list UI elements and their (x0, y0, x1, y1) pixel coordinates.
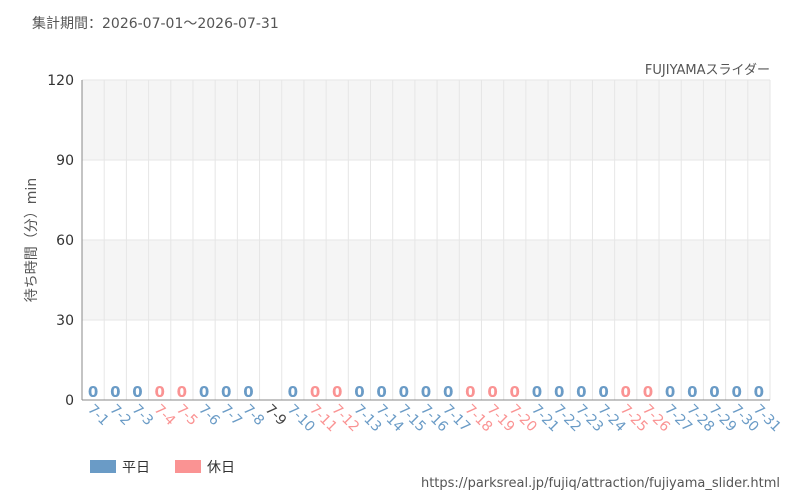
data-label: 0 (510, 383, 520, 401)
data-label: 0 (687, 383, 697, 401)
data-label: 0 (709, 383, 719, 401)
source-url: https://parksreal.jp/fujiq/attraction/fu… (421, 476, 780, 491)
data-label: 0 (621, 383, 631, 401)
data-label: 0 (754, 383, 764, 401)
data-label: 0 (554, 383, 564, 401)
x-tick-label: 7-3 (129, 402, 156, 429)
data-label: 0 (532, 383, 542, 401)
data-label: 0 (487, 383, 497, 401)
chart-subtitle: FUJIYAMAスライダー (645, 63, 770, 78)
x-tick-label: 7-7 (217, 402, 244, 429)
y-tick-label: 120 (47, 73, 74, 89)
x-tick-label: 7-5 (173, 402, 200, 429)
x-tick-label: 7-8 (240, 402, 267, 429)
data-label: 0 (221, 383, 231, 401)
chart-title: 集計期間：2026-07-01〜2026-07-31 (32, 15, 279, 32)
data-label: 0 (110, 383, 120, 401)
data-label: 0 (243, 383, 253, 401)
data-label: 0 (731, 383, 741, 401)
data-label: 0 (332, 383, 342, 401)
y-tick-label: 90 (56, 153, 74, 169)
data-label: 0 (177, 383, 187, 401)
data-label: 0 (399, 383, 409, 401)
legend-swatch (90, 460, 116, 473)
data-label: 0 (421, 383, 431, 401)
data-label: 0 (465, 383, 475, 401)
data-label: 0 (199, 383, 209, 401)
y-axis-label: 待ち時間（分）min (24, 178, 40, 302)
legend-label: 休日 (207, 460, 235, 476)
data-label: 0 (665, 383, 675, 401)
data-label: 0 (598, 383, 608, 401)
data-label: 0 (132, 383, 142, 401)
data-label: 0 (376, 383, 386, 401)
data-label: 0 (310, 383, 320, 401)
data-label: 0 (443, 383, 453, 401)
x-tick-label: 7-2 (106, 402, 133, 429)
y-tick-label: 0 (65, 393, 74, 409)
legend-label: 平日 (122, 460, 150, 476)
x-tick-label: 7-6 (195, 402, 223, 430)
data-label: 0 (154, 383, 164, 401)
grid-band (82, 240, 770, 320)
data-label: 0 (88, 383, 98, 401)
x-tick-label: 7-4 (151, 402, 179, 430)
x-tick-label: 7-1 (84, 402, 111, 429)
y-tick-label: 60 (56, 233, 74, 249)
data-label: 0 (288, 383, 298, 401)
y-tick-label: 30 (56, 313, 74, 329)
legend-swatch (175, 460, 201, 473)
grid-band (82, 80, 770, 160)
data-label: 0 (643, 383, 653, 401)
x-tick-label: 7-9 (262, 402, 289, 429)
data-label: 0 (354, 383, 364, 401)
data-label: 0 (576, 383, 586, 401)
